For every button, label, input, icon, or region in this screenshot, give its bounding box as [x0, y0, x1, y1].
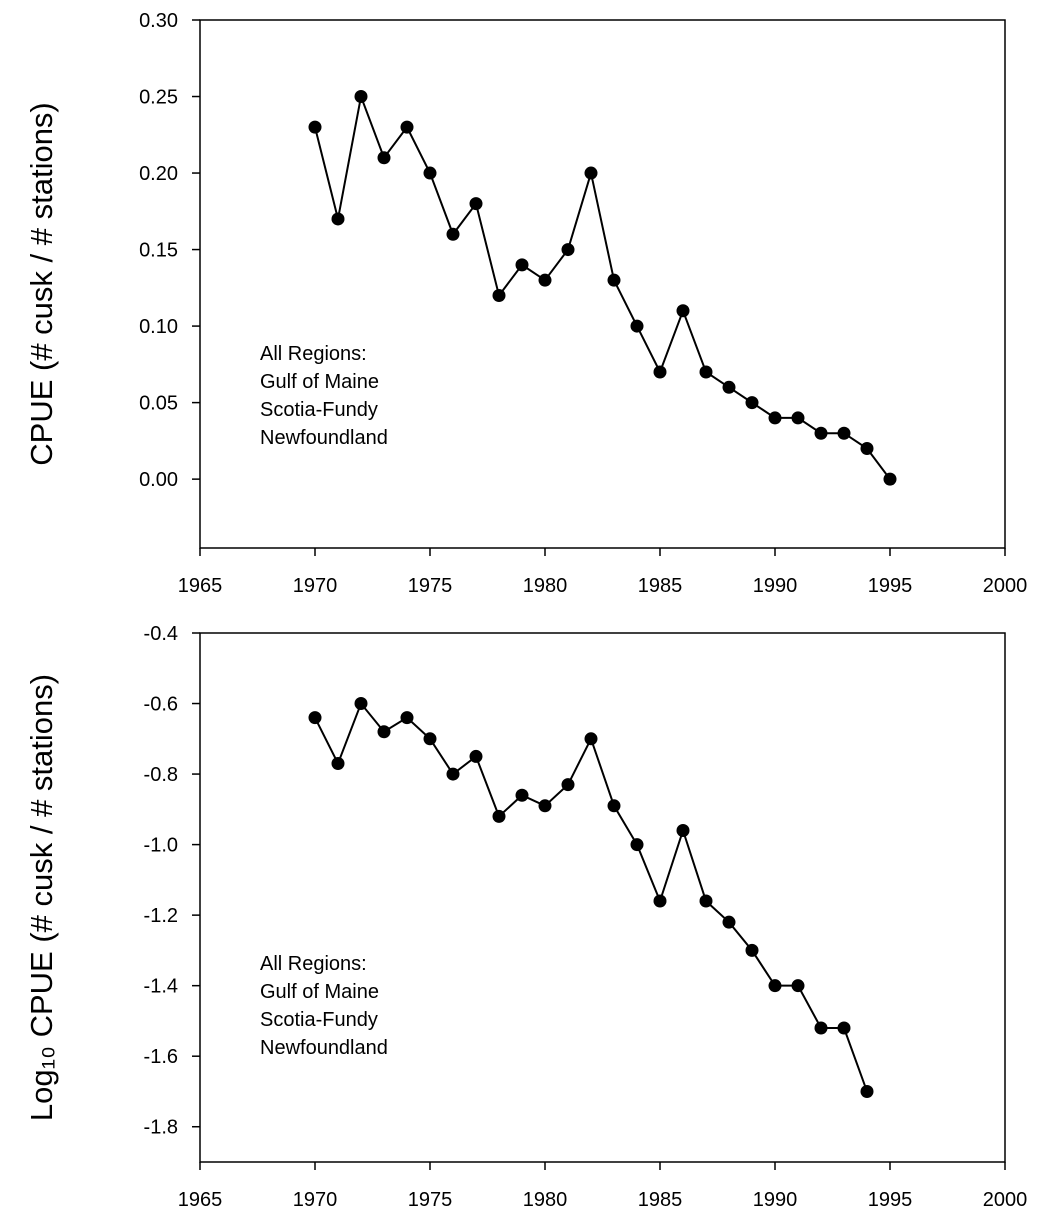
y-tick-label: -0.6: [144, 694, 178, 716]
data-point: [423, 732, 437, 746]
annotation: Gulf of Maine: [260, 371, 379, 393]
y-tick-label: 0.15: [139, 240, 178, 262]
data-line: [314, 92, 891, 480]
y-tick-label: -1.0: [144, 835, 178, 857]
data-point: [607, 273, 621, 287]
data-point: [699, 894, 713, 908]
y-tick-label: -0.8: [144, 764, 178, 786]
data-point: [630, 319, 644, 333]
data-point: [860, 442, 874, 456]
data-point: [308, 711, 322, 725]
data-point: [354, 90, 368, 104]
data-point: [584, 166, 598, 180]
x-tick-label: 2000: [983, 1189, 1028, 1211]
y-tick-label: -1.2: [144, 905, 178, 927]
data-point: [492, 809, 506, 823]
x-tick-label: 1970: [293, 1189, 338, 1211]
x-tick-label: 1975: [408, 575, 453, 597]
data-point: [676, 304, 690, 318]
data-point: [584, 732, 598, 746]
annotation: Scotia-Fundy: [260, 1009, 378, 1031]
data-point: [331, 756, 345, 770]
data-point: [538, 273, 552, 287]
annotation: Newfoundland: [260, 1037, 388, 1059]
data-point: [745, 943, 759, 957]
data-point: [469, 749, 483, 763]
annotation: Gulf of Maine: [260, 981, 379, 1003]
x-tick-label: 2000: [983, 575, 1028, 597]
x-tick-label: 1990: [753, 1189, 798, 1211]
annotation: Scotia-Fundy: [260, 399, 378, 421]
data-point: [446, 767, 460, 781]
data-point: [768, 411, 782, 425]
y-tick-label: 0.20: [139, 163, 178, 185]
y-axis-label: Log₁₀ CPUE (# cusk / # stations): [24, 674, 59, 1121]
annotation: Newfoundland: [260, 427, 388, 449]
y-tick-label: 0.10: [139, 316, 178, 338]
data-point: [515, 788, 529, 802]
data-point: [538, 799, 552, 813]
data-point: [331, 212, 345, 226]
data-point: [653, 365, 667, 379]
y-tick-label: 0.25: [139, 87, 178, 109]
data-point: [561, 778, 575, 792]
data-point: [354, 697, 368, 711]
annotation: All Regions:: [260, 343, 367, 365]
y-tick-label: 0.05: [139, 393, 178, 415]
y-tick-label: 0.30: [139, 10, 178, 32]
data-point: [653, 894, 667, 908]
x-tick-label: 1990: [753, 575, 798, 597]
data-point: [377, 151, 391, 165]
x-tick-label: 1970: [293, 575, 338, 597]
data-line: [314, 701, 868, 1092]
data-point: [446, 227, 460, 241]
x-tick-label: 1975: [408, 1189, 453, 1211]
data-point: [837, 426, 851, 440]
y-tick-label: -1.4: [144, 976, 178, 998]
plot-frame: [199, 19, 1006, 549]
x-tick-label: 1965: [178, 1189, 223, 1211]
data-point: [469, 197, 483, 211]
y-tick-label: -1.6: [144, 1046, 178, 1068]
data-point: [814, 426, 828, 440]
y-tick-label: 0.00: [139, 469, 178, 491]
data-point: [791, 411, 805, 425]
data-point: [377, 725, 391, 739]
data-point: [791, 979, 805, 993]
data-point: [423, 166, 437, 180]
y-tick-label: -1.8: [144, 1117, 178, 1139]
data-point: [860, 1084, 874, 1098]
data-point: [561, 243, 575, 257]
x-tick-label: 1980: [523, 575, 568, 597]
data-point: [308, 120, 322, 134]
data-point: [492, 288, 506, 302]
y-tick-label: -0.4: [144, 623, 178, 645]
x-tick-label: 1995: [868, 575, 913, 597]
data-point: [722, 380, 736, 394]
annotation: All Regions:: [260, 953, 367, 975]
data-point: [814, 1021, 828, 1035]
x-tick-label: 1995: [868, 1189, 913, 1211]
data-point: [699, 365, 713, 379]
data-point: [745, 396, 759, 410]
data-point: [400, 120, 414, 134]
data-point: [607, 799, 621, 813]
data-point: [676, 823, 690, 837]
data-point: [630, 838, 644, 852]
x-tick-label: 1985: [638, 575, 683, 597]
x-tick-label: 1980: [523, 1189, 568, 1211]
data-point: [400, 711, 414, 725]
data-point: [883, 472, 897, 486]
plot-frame: [199, 632, 1006, 1163]
data-point: [722, 915, 736, 929]
y-axis-label: CPUE (# cusk / # stations): [24, 102, 59, 466]
data-point: [768, 979, 782, 993]
x-tick-label: 1965: [178, 575, 223, 597]
x-tick-label: 1985: [638, 1189, 683, 1211]
data-point: [837, 1021, 851, 1035]
data-point: [515, 258, 529, 272]
